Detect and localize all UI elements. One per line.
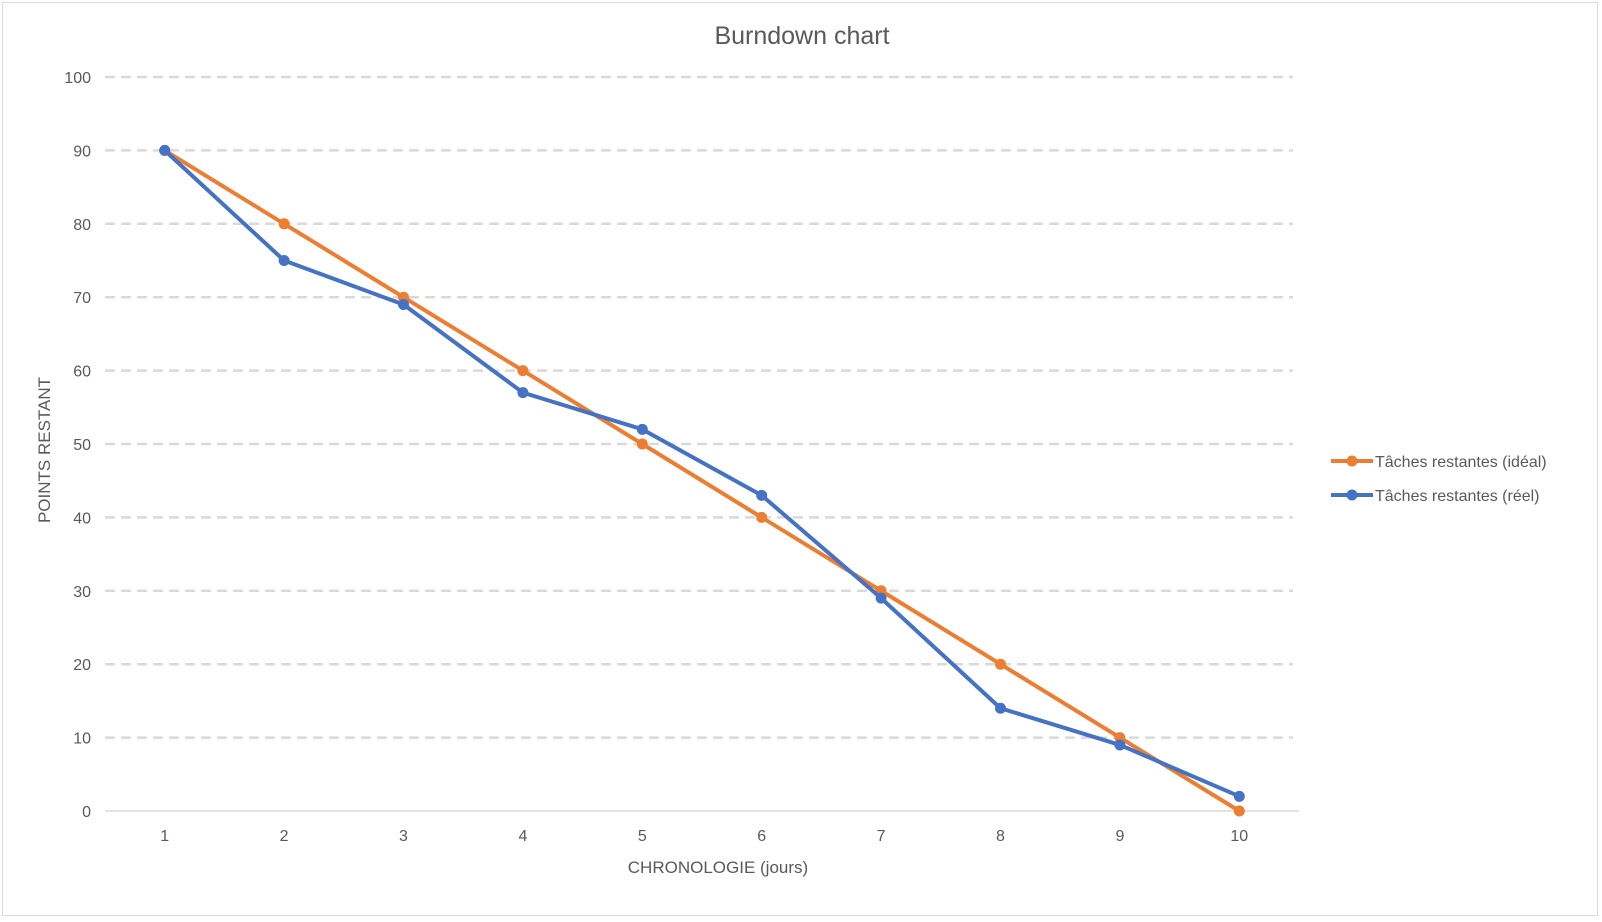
x-tick-label: 4 <box>518 828 527 845</box>
y-tick-label: 10 <box>73 731 91 748</box>
y-tick-label: 30 <box>73 584 91 601</box>
x-tick-label: 1 <box>160 828 169 845</box>
y-tick-label: 60 <box>73 364 91 381</box>
y-tick-label: 70 <box>73 290 91 307</box>
y-tick-label: 0 <box>82 804 91 821</box>
y-tick-label: 100 <box>64 70 91 87</box>
data-point-series-1 <box>756 511 768 523</box>
y-tick-label: 50 <box>73 437 91 454</box>
legend: Tâches restantes (idéal) Tâches restantes… <box>1331 454 1547 505</box>
data-point-series-2 <box>995 702 1006 714</box>
y-tick-label: 20 <box>73 657 91 674</box>
x-tick-label: 8 <box>996 828 1005 845</box>
legend-label: Tâches restantes (réel) <box>1375 488 1540 505</box>
data-point-series-1 <box>278 218 290 230</box>
data-point-series-1 <box>1233 805 1245 817</box>
gridlines <box>105 75 1293 739</box>
x-tick-label: 10 <box>1230 828 1248 845</box>
axes: 0 10 20 30 40 50 60 70 80 90 100 1 2 3 4 5 6 7 8 9 10 <box>64 70 1299 845</box>
chart-title: Burndown chart <box>714 22 889 50</box>
series-line-1 <box>162 148 1242 813</box>
data-point-series-1 <box>636 438 648 450</box>
data-point-series-2 <box>517 387 529 399</box>
y-tick-label: 80 <box>73 217 91 234</box>
legend-swatch-marker <box>1346 489 1358 501</box>
data-point-series-1 <box>517 365 529 377</box>
x-tick-label: 6 <box>757 828 766 845</box>
y-tick-label: 40 <box>73 510 91 527</box>
data-point-series-2 <box>636 423 648 435</box>
x-tick-label: 2 <box>280 828 289 845</box>
legend-swatch-marker <box>1346 455 1358 467</box>
series-line-2 <box>162 148 1242 799</box>
data-point-series-2 <box>159 144 171 156</box>
data-point-series-2 <box>875 592 887 604</box>
data-point-series-2 <box>398 299 409 311</box>
legend-label: Tâches restantes (idéal) <box>1375 454 1547 471</box>
y-tick-label: 90 <box>73 143 91 160</box>
burndown-chart: Burndown chart 0 10 20 30 40 50 60 70 80 90 100 1 2 3… <box>35 22 1547 877</box>
data-point-series-2 <box>278 255 290 266</box>
data-point-series-2 <box>1233 790 1245 802</box>
data-point-series-2 <box>756 489 768 501</box>
x-tick-label: 9 <box>1115 828 1124 845</box>
y-axis-title: POINTS RESTANT <box>35 377 54 523</box>
series <box>159 144 1245 817</box>
x-tick-label: 3 <box>399 828 408 845</box>
data-point-series-2 <box>1114 739 1126 751</box>
x-axis-title: CHRONOLOGIE (jours) <box>628 858 808 877</box>
x-tick-label: 7 <box>877 828 886 845</box>
x-tick-label: 5 <box>638 828 647 845</box>
data-point-series-1 <box>995 658 1006 670</box>
